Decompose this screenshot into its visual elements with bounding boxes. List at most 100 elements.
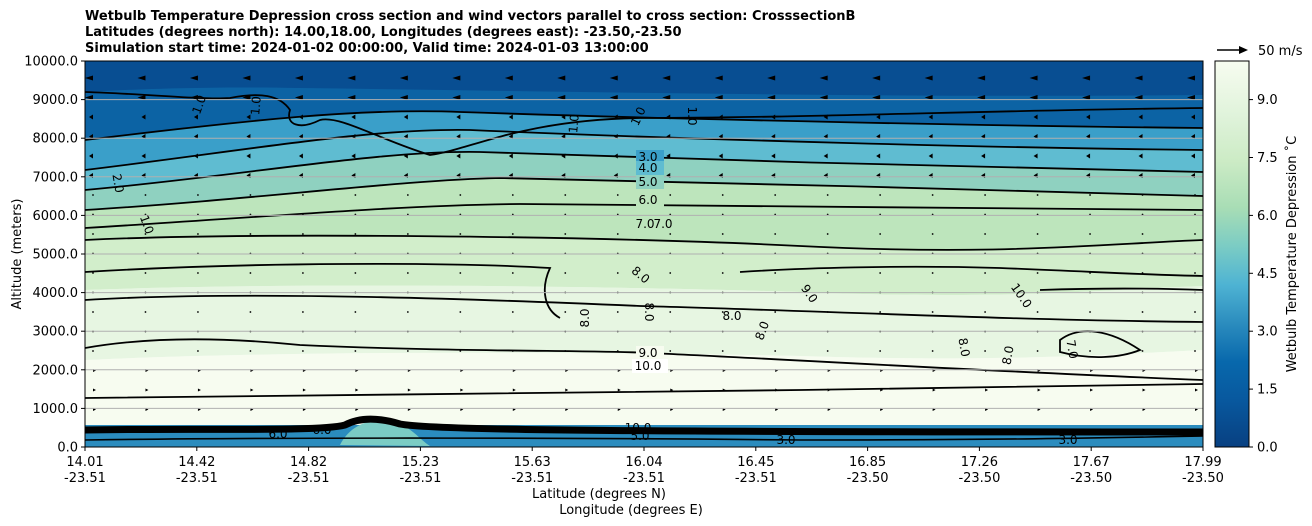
contour-label: 10.0 bbox=[635, 359, 662, 373]
wind-arrow bbox=[508, 153, 513, 159]
x-tick-label-lat: 16.04 bbox=[625, 455, 662, 470]
wind-arrow bbox=[298, 114, 303, 120]
wind-dot bbox=[774, 194, 777, 196]
contour-label: 4.0 bbox=[638, 161, 657, 175]
wind-arrow bbox=[771, 153, 776, 159]
wind-dot bbox=[931, 194, 934, 196]
wind-arrow bbox=[1187, 95, 1195, 100]
wind-dot bbox=[826, 194, 829, 196]
fill-band-1 bbox=[85, 61, 1203, 96]
wind-arrow bbox=[872, 75, 881, 81]
y-tick-label: 0.0 bbox=[57, 441, 78, 456]
wind-arrow bbox=[767, 75, 776, 81]
wind-arrow bbox=[1037, 388, 1041, 392]
wind-dot bbox=[774, 311, 777, 313]
wind-key: 50 m/s bbox=[1217, 44, 1303, 59]
wind-dot bbox=[302, 311, 304, 313]
wind-arrow bbox=[197, 388, 201, 392]
wind-arrow bbox=[1187, 75, 1195, 81]
wind-dot bbox=[774, 350, 777, 352]
wind-dot bbox=[92, 311, 94, 313]
wind-dot bbox=[459, 272, 462, 274]
surface-contour-thin bbox=[85, 435, 1203, 441]
wind-dot bbox=[406, 272, 409, 274]
wind-dot bbox=[984, 272, 986, 274]
wind-arrow bbox=[827, 388, 831, 392]
wind-dot bbox=[1141, 350, 1144, 352]
wind-dot bbox=[144, 272, 147, 274]
x-tick-label-lat: 14.82 bbox=[290, 455, 327, 470]
wind-arrow bbox=[722, 388, 726, 392]
contour-label: 3.0 bbox=[776, 433, 795, 447]
x-tick-label-lon: -23.50 bbox=[1182, 471, 1224, 486]
x-tick-label-lon: -23.51 bbox=[623, 471, 665, 486]
x-tick-label-lon: -23.50 bbox=[847, 471, 889, 486]
wind-arrow bbox=[1138, 114, 1143, 120]
contour-label: 5.0 bbox=[630, 429, 649, 443]
wind-dot bbox=[879, 311, 882, 313]
wind-arrow bbox=[1029, 75, 1038, 81]
wind-key-arrowhead bbox=[1239, 46, 1248, 54]
wind-arrow bbox=[714, 75, 723, 81]
wind-arrow bbox=[872, 95, 881, 100]
wind-arrow bbox=[823, 114, 828, 120]
wind-dot bbox=[511, 311, 514, 313]
wind-arrow bbox=[1142, 388, 1146, 392]
wind-arrow bbox=[141, 153, 146, 159]
contour-label: 1.0 bbox=[137, 213, 157, 236]
wind-arrow bbox=[85, 75, 93, 81]
wind-arrow bbox=[924, 95, 933, 100]
contour-line-9 bbox=[85, 294, 1203, 323]
x-tick-label-lon: -23.51 bbox=[399, 471, 441, 486]
wind-dot bbox=[406, 233, 409, 235]
wind-dot bbox=[459, 350, 462, 352]
wind-dot bbox=[197, 350, 199, 352]
wind-arrow bbox=[718, 114, 723, 120]
wind-arrow bbox=[452, 75, 461, 81]
wind-dot bbox=[1089, 194, 1091, 196]
wind-dot bbox=[879, 194, 882, 196]
contour-label: 7.0 bbox=[635, 217, 654, 231]
wind-arrow bbox=[1138, 153, 1143, 159]
contour-label: 1.0 bbox=[685, 106, 699, 125]
contour-label: 1.0 bbox=[189, 93, 209, 116]
wind-dot bbox=[564, 350, 567, 352]
wind-arrow bbox=[609, 95, 618, 100]
wind-arrow bbox=[1090, 388, 1094, 392]
wind-dot bbox=[721, 194, 724, 196]
wind-dot bbox=[302, 272, 304, 274]
x-tick-label-lon: -23.51 bbox=[511, 471, 553, 486]
wind-arrow bbox=[1086, 114, 1091, 120]
wind-arrow bbox=[823, 153, 828, 159]
contour-label: 7.0 bbox=[653, 217, 672, 231]
x-tick-label-lat: 16.85 bbox=[849, 455, 886, 470]
wind-dot bbox=[249, 272, 252, 274]
contour-line-7 bbox=[85, 234, 1203, 251]
wind-dot bbox=[774, 233, 777, 235]
fill-band-8 bbox=[85, 285, 1203, 360]
x-axis: 14.01-23.5114.42-23.5114.82-23.5115.23-2… bbox=[64, 447, 1224, 486]
wind-dot bbox=[669, 194, 672, 196]
wind-dot bbox=[616, 194, 619, 196]
wind-dot bbox=[564, 311, 567, 313]
wind-arrow bbox=[137, 95, 146, 100]
contour-label: 1.0 bbox=[248, 96, 264, 116]
wind-arrow bbox=[565, 388, 569, 392]
wind-dot bbox=[826, 350, 829, 352]
x-tick-label-lon: -23.50 bbox=[1070, 471, 1112, 486]
wind-dot bbox=[459, 194, 462, 196]
x-tick-label-lat: 14.42 bbox=[178, 455, 215, 470]
x-tick-label-lon: -23.50 bbox=[958, 471, 1000, 486]
contour-line-8 bbox=[85, 263, 561, 319]
wind-arrow bbox=[351, 114, 356, 120]
wind-dot bbox=[984, 194, 986, 196]
contour-label: 8.0 bbox=[642, 302, 656, 321]
wind-arrow bbox=[1191, 153, 1195, 159]
wind-arrow bbox=[351, 153, 356, 159]
wind-dot bbox=[616, 350, 619, 352]
wind-arrow bbox=[242, 95, 251, 100]
wind-dot bbox=[1141, 194, 1144, 196]
wind-arrow bbox=[670, 388, 674, 392]
wind-arrow bbox=[981, 153, 986, 159]
wind-dot bbox=[354, 350, 357, 352]
